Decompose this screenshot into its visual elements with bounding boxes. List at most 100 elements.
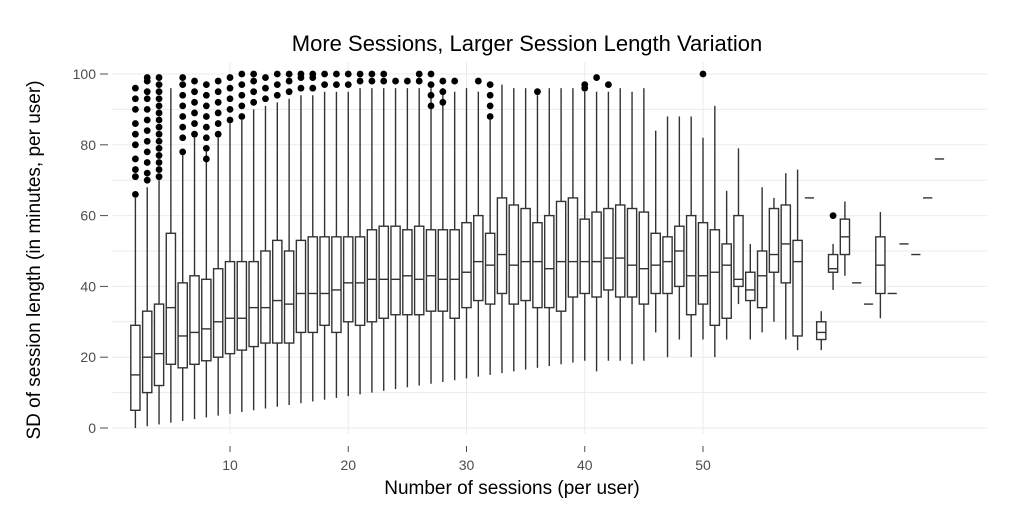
box-group [543, 88, 555, 367]
box-body [496, 197, 508, 295]
box-body [756, 250, 768, 309]
box-group [674, 116, 685, 340]
outlier-point [380, 77, 388, 85]
outlier-point [143, 137, 151, 145]
box-group [473, 77, 484, 377]
outlier-point [333, 70, 340, 78]
outlier-point [238, 102, 246, 110]
outlier-point [486, 81, 494, 89]
box-body [603, 207, 614, 291]
box-body [272, 239, 283, 344]
outlier-point [439, 88, 447, 96]
box-body [461, 221, 472, 309]
box-group [378, 70, 390, 391]
box-body [555, 200, 567, 312]
outlier-point [262, 74, 269, 81]
box-group [413, 70, 425, 386]
box-group [815, 311, 827, 351]
box-body [248, 260, 259, 348]
box-body [165, 232, 177, 365]
box-group [532, 88, 543, 368]
outlier-point [155, 166, 163, 173]
box-group [437, 77, 449, 382]
outlier-point [427, 81, 435, 89]
outlier-point [356, 77, 364, 85]
box-group [484, 81, 496, 375]
outlier-point [155, 144, 163, 152]
box-group [614, 88, 626, 361]
box-body [685, 214, 697, 316]
box-group [780, 173, 792, 340]
outlier-point [605, 81, 612, 89]
box-body [413, 225, 425, 316]
box-body [745, 271, 756, 302]
outlier-point [250, 77, 258, 85]
outlier-point [439, 77, 447, 85]
outlier-point [238, 91, 246, 99]
outlier-point [155, 74, 163, 81]
outlier-point [143, 106, 151, 113]
box-group [295, 70, 307, 404]
outlier-point [534, 88, 541, 96]
box-body [543, 214, 555, 309]
box-body [650, 232, 661, 295]
outlier-point [415, 70, 423, 78]
box-group [496, 84, 508, 374]
box-group [697, 70, 709, 340]
box-body [212, 268, 224, 358]
outlier-point [829, 212, 837, 220]
box-body [520, 207, 531, 302]
box-body [342, 236, 354, 323]
box-body [709, 229, 721, 327]
box-group [165, 88, 177, 423]
outlier-point [191, 120, 198, 127]
box-group [354, 70, 366, 395]
outlier-point [321, 81, 328, 89]
box-group [260, 74, 271, 409]
axes: 0 20 40 60 80 100 10 20 30 40 50 [73, 66, 711, 473]
box-body [614, 204, 626, 298]
outlier-point [132, 106, 139, 113]
outlier-point [143, 88, 151, 96]
outlier-point [273, 81, 281, 89]
box-body [130, 324, 141, 411]
outlier-point [202, 144, 210, 152]
outlier-point [202, 155, 210, 163]
outlier-point [356, 70, 364, 78]
outlier-point [202, 134, 210, 142]
box-body [579, 218, 591, 295]
y-tick-label: 40 [80, 278, 96, 294]
outlier-point [132, 166, 139, 173]
box-body [354, 236, 366, 327]
box-group [236, 70, 248, 413]
box-group [555, 88, 567, 365]
outlier-point [427, 91, 435, 99]
outlier-point [155, 123, 163, 131]
outlier-point [155, 81, 163, 89]
box-group [768, 197, 780, 322]
outlier-point [451, 77, 459, 85]
outlier-point [368, 70, 376, 78]
outlier-point [191, 130, 198, 138]
box-group [709, 105, 721, 358]
box-group [130, 84, 141, 428]
box-body [662, 236, 673, 295]
outlier-point [179, 113, 187, 120]
outlier-point [132, 173, 139, 181]
box-group [721, 190, 732, 340]
outlier-point [132, 84, 139, 92]
y-tick-label: 60 [80, 208, 96, 224]
outlier-point [309, 70, 317, 78]
box-group [319, 70, 330, 400]
outlier-point [132, 130, 139, 138]
outlier-point [155, 116, 163, 124]
box-group [153, 74, 165, 425]
box-body [733, 214, 744, 288]
box-plots [130, 70, 945, 428]
outlier-point [486, 91, 494, 99]
outlier-point [179, 91, 187, 99]
box-group [402, 77, 413, 388]
outlier-point [214, 109, 222, 117]
box-body [224, 260, 236, 355]
box-body [295, 239, 307, 334]
